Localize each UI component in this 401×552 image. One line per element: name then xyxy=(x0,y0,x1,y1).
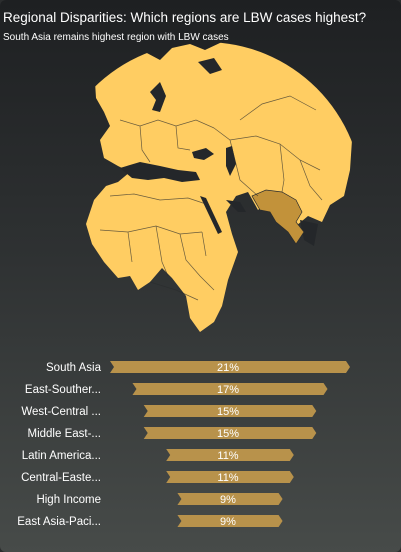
data-label: 21% xyxy=(217,362,239,374)
bar[interactable] xyxy=(166,449,294,461)
arctic-bay xyxy=(198,58,222,74)
data-label: 17% xyxy=(217,384,239,396)
data-label: 15% xyxy=(217,406,239,418)
data-label: 11% xyxy=(217,450,238,462)
data-label: 9% xyxy=(220,516,236,528)
red-sea xyxy=(200,196,222,234)
globe-land-group xyxy=(86,42,352,332)
category-label: High Income xyxy=(36,494,101,506)
bar[interactable] xyxy=(177,493,283,505)
bar[interactable] xyxy=(110,361,350,373)
baltic-sea xyxy=(150,82,166,112)
country-borders xyxy=(99,95,323,301)
chart-subtitle: South Asia remains highest region with L… xyxy=(3,32,229,43)
bar[interactable] xyxy=(166,471,294,483)
bay-of-bengal xyxy=(300,220,318,246)
category-label: Latin America... xyxy=(22,450,101,462)
persian-gulf xyxy=(226,200,246,212)
chart-title: Regional Disparities: Which regions are … xyxy=(3,10,367,25)
bars-layer: South Asia 21% East-Souther... 17% West-Cent… xyxy=(17,361,350,528)
black-sea xyxy=(192,148,214,160)
bar[interactable] xyxy=(143,405,317,417)
landmass-eurasia-africa xyxy=(86,42,352,332)
category-label: South Asia xyxy=(46,362,102,374)
data-label: 9% xyxy=(220,494,236,506)
category-label: East-Souther... xyxy=(25,384,101,396)
category-label: Middle East-... xyxy=(28,428,102,440)
category-label: East Asia-Paci... xyxy=(17,516,101,528)
globe-water-group xyxy=(120,58,318,246)
data-label: 11% xyxy=(217,472,238,484)
category-label: West-Central ... xyxy=(21,406,101,418)
bar[interactable] xyxy=(143,427,317,439)
mediterranean-sea xyxy=(120,162,200,182)
data-label: 15% xyxy=(217,428,239,440)
bar[interactable] xyxy=(132,383,328,395)
category-label: Central-Easte... xyxy=(21,472,101,484)
bar[interactable] xyxy=(177,515,283,527)
